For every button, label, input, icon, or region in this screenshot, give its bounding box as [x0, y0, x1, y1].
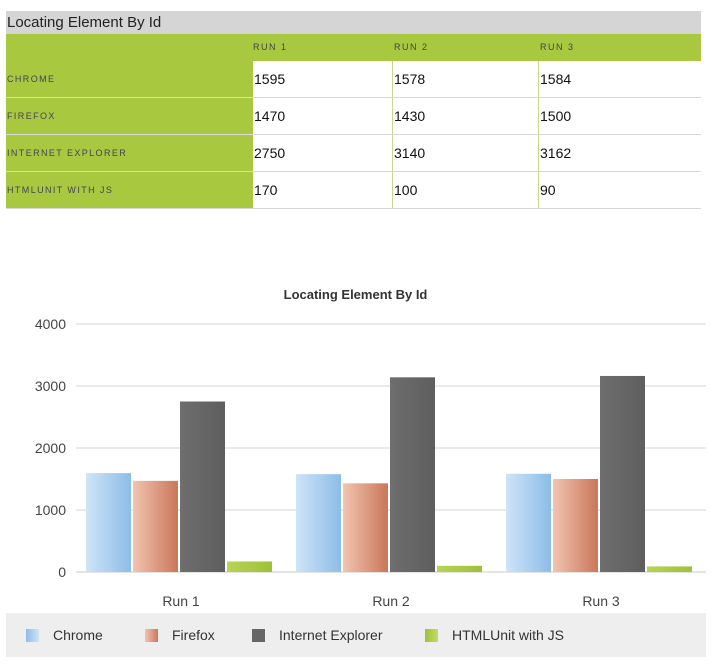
table-row: HTMLUNIT WITH JS 170 100 90 — [6, 172, 701, 209]
table-cell: 1584 — [539, 61, 701, 97]
y-tick-label: 1000 — [35, 502, 66, 518]
table-cell: 1578 — [393, 61, 539, 97]
bar — [296, 474, 341, 572]
row-label: FIREFOX — [6, 98, 252, 134]
legend-item-internet-explorer[interactable]: Internet Explorer — [252, 613, 383, 657]
legend-label: HTMLUnit with JS — [452, 627, 565, 643]
y-tick-label: 0 — [58, 564, 66, 580]
chart-legend: Chrome Firefox Internet Explorer HTMLUni… — [6, 613, 706, 657]
bar — [600, 375, 645, 572]
bar — [437, 565, 482, 572]
table-cell: 1595 — [252, 61, 393, 97]
results-table: Locating Element By Id RUN 1 RUN 2 RUN 3… — [6, 11, 701, 209]
bar — [390, 377, 435, 572]
x-tick-label: Run 1 — [162, 593, 200, 609]
x-tick-label: Run 3 — [582, 593, 620, 609]
bar — [86, 473, 131, 572]
chart-title: Locating Element By Id — [283, 287, 428, 302]
legend-label: Firefox — [172, 627, 215, 643]
table-cell: 170 — [252, 172, 393, 208]
table-cell: 3140 — [393, 135, 539, 171]
legend-swatch — [145, 628, 158, 642]
table-cell: 1500 — [539, 98, 701, 134]
bar — [133, 480, 178, 572]
table-row: CHROME 1595 1578 1584 — [6, 61, 701, 98]
header-run-2: RUN 2 — [394, 42, 429, 52]
table-cell: 2750 — [252, 135, 393, 171]
table-title: Locating Element By Id — [6, 11, 701, 34]
legend-label: Internet Explorer — [279, 627, 383, 643]
header-run-3: RUN 3 — [540, 42, 575, 52]
x-tick-label: Run 2 — [372, 593, 410, 609]
bar — [227, 561, 272, 572]
table-cell: 1430 — [393, 98, 539, 134]
table-row: FIREFOX 1470 1430 1500 — [6, 98, 701, 135]
legend-item-htmlunit[interactable]: HTMLUnit with JS — [425, 613, 564, 657]
legend-item-firefox[interactable]: Firefox — [145, 613, 215, 657]
y-tick-label: 4000 — [35, 316, 66, 332]
table-cell: 1470 — [252, 98, 393, 134]
table-cell: 3162 — [539, 135, 701, 171]
legend-swatch — [26, 628, 39, 642]
bar — [343, 483, 388, 572]
legend-swatch — [252, 628, 265, 642]
bar — [553, 479, 598, 572]
table-row: INTERNET EXPLORER 2750 3140 3162 — [6, 135, 701, 172]
legend-swatch — [425, 628, 438, 642]
bar — [180, 401, 225, 572]
y-tick-label: 3000 — [35, 378, 66, 394]
legend-item-chrome[interactable]: Chrome — [26, 613, 103, 657]
table-header-row: RUN 1 RUN 2 RUN 3 — [6, 34, 701, 61]
table-cell: 90 — [539, 172, 701, 208]
bar — [506, 473, 551, 572]
bar — [647, 566, 692, 572]
row-label: HTMLUNIT WITH JS — [6, 172, 252, 208]
y-tick-label: 2000 — [35, 440, 66, 456]
table-cell: 100 — [393, 172, 539, 208]
header-run-1: RUN 1 — [253, 42, 288, 52]
row-label: INTERNET EXPLORER — [6, 135, 252, 171]
legend-label: Chrome — [53, 627, 103, 643]
row-label: CHROME — [6, 61, 252, 97]
